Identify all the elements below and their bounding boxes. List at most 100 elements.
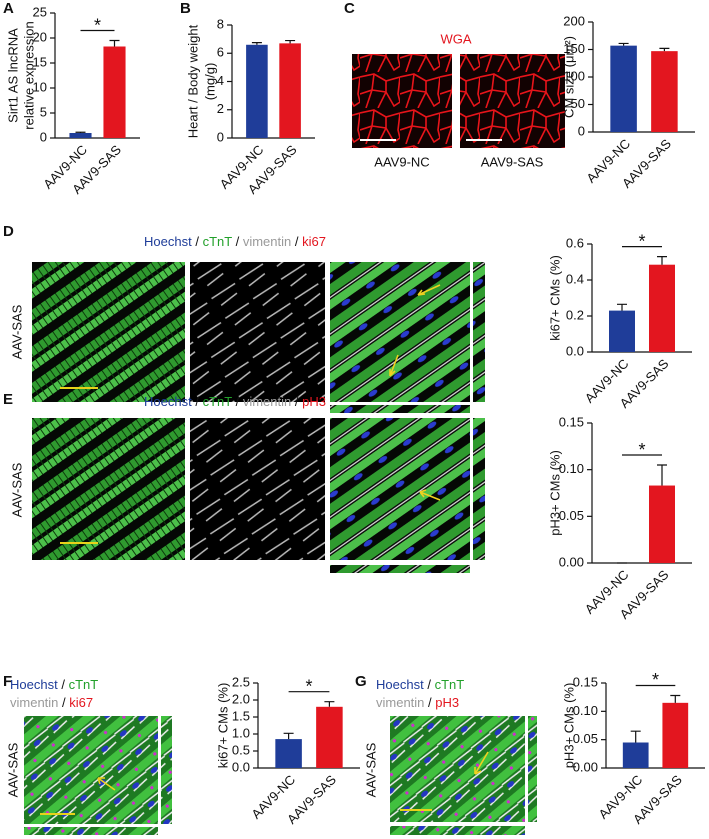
y-tick-label: 50 <box>571 96 585 111</box>
condition-label: AAV-SAS <box>9 304 24 359</box>
y-tick-label: 5 <box>40 104 47 119</box>
y-tick-label: 15 <box>33 54 47 69</box>
error-bar <box>617 303 627 311</box>
micrograph <box>460 54 565 148</box>
separator: / <box>236 394 240 409</box>
micrograph <box>330 418 470 560</box>
stain: vimentin <box>243 394 291 409</box>
orthogonal-view <box>24 827 158 835</box>
panel-letter: C <box>344 0 355 17</box>
bar <box>651 51 678 132</box>
separator: / <box>62 695 66 710</box>
error-bar <box>285 39 296 44</box>
separator: / <box>295 234 299 249</box>
error-bar <box>670 694 681 703</box>
stain-header: vimentin / pH3 <box>376 695 459 710</box>
significance-label: * <box>638 440 645 460</box>
significance-label: * <box>638 231 645 251</box>
micrograph <box>24 716 158 824</box>
y-tick-label: 0 <box>217 129 224 144</box>
y-tick-label: 0.4 <box>566 271 584 286</box>
orthogonal-view <box>330 565 470 573</box>
separator: / <box>61 677 65 692</box>
y-tick-label: 10 <box>33 79 47 94</box>
separator: / <box>295 394 299 409</box>
bar <box>69 133 92 138</box>
arrow <box>474 751 489 775</box>
stain-header: Hoechst / cTnT <box>376 677 464 692</box>
micrograph <box>190 262 325 402</box>
stain: vimentin <box>243 234 291 249</box>
condition-label: AAV-SAS <box>363 742 378 797</box>
stain: cTnT <box>435 677 465 692</box>
orthogonal-view <box>330 405 470 413</box>
y-tick-label: 0.05 <box>573 731 598 746</box>
error-bar <box>657 256 667 265</box>
significance-label: * <box>94 15 101 35</box>
y-tick-label: 1.5 <box>232 708 250 723</box>
condition-label: AAV-SAS <box>5 742 20 797</box>
y-axis-label: pH3+ CMs (%) <box>561 683 576 769</box>
y-tick-label: 20 <box>33 29 47 44</box>
image-label: AAV9-SAS <box>481 154 544 169</box>
stain: Hoechst <box>144 394 192 409</box>
stain: pH3 <box>435 695 459 710</box>
micrograph <box>32 418 185 560</box>
y-axis-label: Sirt1 AS lncRNA <box>5 28 20 123</box>
bar <box>103 46 126 138</box>
bar <box>649 485 675 563</box>
orthogonal-view <box>161 716 172 824</box>
stain-header: Hoechst / cTnT / vimentin / pH3 <box>144 394 326 409</box>
y-axis-label: ki67+ CMs (%) <box>547 255 562 341</box>
y-tick-label: 0.15 <box>573 674 598 689</box>
stain: ki67 <box>69 695 93 710</box>
y-tick-label: 4 <box>217 73 224 88</box>
error-bar <box>251 42 262 45</box>
separator: / <box>195 394 199 409</box>
micrograph <box>330 262 470 402</box>
y-axis-label: relative expression <box>21 21 36 129</box>
bar <box>662 702 689 768</box>
micrograph <box>352 54 452 148</box>
significance-label: * <box>652 670 659 690</box>
separator: / <box>428 695 432 710</box>
y-tick-label: 0.0 <box>232 759 250 774</box>
bar <box>622 742 649 768</box>
y-tick-label: 8 <box>217 16 224 31</box>
stain: Hoechst <box>376 677 424 692</box>
stain: cTnT <box>69 677 99 692</box>
y-tick-label: 0.0 <box>566 343 584 358</box>
y-tick-label: 0.2 <box>566 307 584 322</box>
panel-letter: G <box>355 673 367 690</box>
error-bar <box>657 464 667 486</box>
significance-label: * <box>305 676 312 696</box>
stain: vimentin <box>10 695 58 710</box>
y-tick-label: 0.05 <box>559 508 584 523</box>
y-axis-label: CM size (μm²) <box>561 36 576 118</box>
y-tick-label: 0.15 <box>559 414 584 429</box>
separator: / <box>236 234 240 249</box>
y-tick-label: 0 <box>40 129 47 144</box>
panel-letter: F <box>3 673 12 690</box>
micrograph <box>32 262 185 402</box>
condition-label: AAV-SAS <box>9 462 24 517</box>
stain: vimentin <box>376 695 424 710</box>
separator: / <box>427 677 431 692</box>
bar <box>649 264 675 352</box>
arrow <box>419 489 441 501</box>
stain: Hoechst <box>144 234 192 249</box>
stain-label: WGA <box>440 31 471 46</box>
stain: Hoechst <box>10 677 58 692</box>
y-tick-label: 6 <box>217 45 224 60</box>
error-bar <box>630 730 641 743</box>
orthogonal-view <box>528 716 537 822</box>
y-tick-label: 0.10 <box>559 461 584 476</box>
error-bar <box>618 42 629 46</box>
stain: cTnT <box>203 394 233 409</box>
error-bar <box>109 39 120 47</box>
y-tick-label: 200 <box>563 13 585 28</box>
bar <box>279 43 301 138</box>
error-bar <box>75 131 86 133</box>
stain-header: Hoechst / cTnT / vimentin / ki67 <box>144 234 326 249</box>
panel-letter: B <box>180 0 191 17</box>
